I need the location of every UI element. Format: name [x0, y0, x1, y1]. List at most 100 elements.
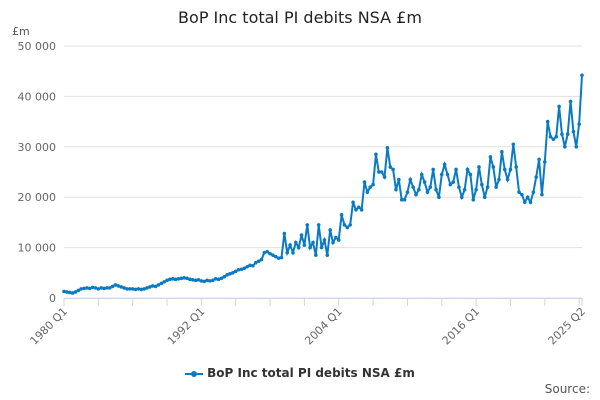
data-point — [540, 192, 544, 197]
legend-label: BoP Inc total PI debits NSA £m — [207, 366, 415, 380]
data-point — [365, 190, 370, 194]
data-point — [485, 185, 490, 189]
data-point — [388, 165, 393, 169]
data-point — [557, 104, 561, 109]
data-point — [548, 134, 553, 139]
data-point — [448, 182, 453, 187]
data-point — [128, 287, 132, 291]
data-point — [379, 170, 384, 174]
data-point — [122, 286, 126, 290]
data-point — [431, 167, 435, 172]
data-point — [508, 167, 513, 172]
data-point — [325, 253, 330, 257]
data-point — [534, 175, 539, 179]
data-point — [577, 122, 581, 126]
data-point — [405, 190, 410, 194]
data-point — [73, 290, 78, 294]
data-point — [574, 145, 579, 149]
source-label: Source: — [544, 382, 590, 396]
data-point — [314, 253, 318, 257]
data-point — [173, 277, 178, 282]
data-point — [145, 286, 149, 290]
data-point — [79, 287, 83, 291]
data-point — [248, 263, 252, 268]
data-point — [462, 187, 467, 192]
data-point — [497, 177, 501, 182]
y-tick-label: 40 000 — [18, 90, 57, 103]
data-point — [460, 195, 464, 199]
data-point — [190, 278, 195, 282]
data-point — [188, 277, 192, 282]
data-point — [279, 255, 284, 260]
data-point — [434, 187, 438, 192]
data-point — [525, 195, 530, 199]
data-point — [505, 177, 510, 182]
data-point — [328, 228, 332, 232]
data-point — [219, 276, 224, 281]
data-point — [465, 167, 470, 172]
data-point — [494, 185, 498, 189]
x-tick-label: 2025 Q2 — [546, 305, 589, 348]
data-point — [185, 276, 189, 281]
data-point — [437, 195, 441, 199]
y-tick-label: 30 000 — [18, 141, 57, 154]
data-point — [90, 285, 95, 290]
data-point — [571, 129, 576, 134]
data-point — [228, 272, 232, 276]
data-point — [262, 250, 267, 255]
data-point — [199, 279, 204, 283]
data-point — [394, 187, 398, 192]
data-point — [308, 245, 312, 250]
data-point — [116, 284, 121, 288]
data-point — [397, 177, 401, 182]
data-point — [537, 157, 541, 162]
data-point — [374, 152, 378, 157]
data-point — [402, 197, 407, 202]
data-point — [251, 263, 255, 268]
data-point — [156, 283, 161, 287]
data-point — [442, 162, 447, 167]
data-point — [348, 223, 352, 227]
data-point — [222, 275, 227, 279]
x-tick-label: 1980 Q1 — [28, 305, 71, 348]
y-axis-unit: £m — [12, 25, 30, 38]
data-point — [239, 267, 244, 272]
data-point — [253, 260, 258, 265]
chart-title: BoP Inc total PI debits NSA £m — [178, 8, 422, 27]
data-point — [477, 165, 481, 169]
data-point — [205, 278, 209, 283]
data-point — [282, 231, 287, 236]
data-point — [522, 200, 527, 205]
data-point — [296, 245, 301, 250]
data-point — [305, 223, 310, 227]
data-point — [419, 172, 424, 177]
data-point — [213, 277, 218, 281]
x-tick-label: 2004 Q1 — [302, 305, 345, 348]
data-point — [417, 187, 421, 192]
data-point — [139, 287, 144, 292]
data-point — [451, 180, 456, 184]
data-point — [294, 240, 298, 245]
data-point — [382, 175, 387, 179]
data-point — [560, 132, 564, 136]
data-point — [133, 287, 138, 292]
data-point — [285, 250, 290, 255]
data-point — [233, 269, 238, 274]
data-point — [439, 172, 444, 177]
y-tick-label: 20 000 — [18, 191, 57, 204]
data-point — [142, 287, 146, 291]
series-line — [63, 75, 583, 294]
data-point — [179, 276, 184, 281]
data-point — [565, 132, 570, 136]
data-point — [110, 284, 115, 289]
data-point — [302, 243, 307, 247]
legend-item[interactable]: BoP Inc total PI debits NSA £m — [0, 366, 600, 380]
data-point — [528, 200, 533, 205]
data-point — [319, 245, 324, 250]
data-point — [316, 223, 321, 227]
y-tick-label: 0 — [49, 292, 56, 305]
data-point — [168, 277, 172, 282]
data-point — [130, 287, 135, 291]
data-point — [474, 187, 478, 192]
